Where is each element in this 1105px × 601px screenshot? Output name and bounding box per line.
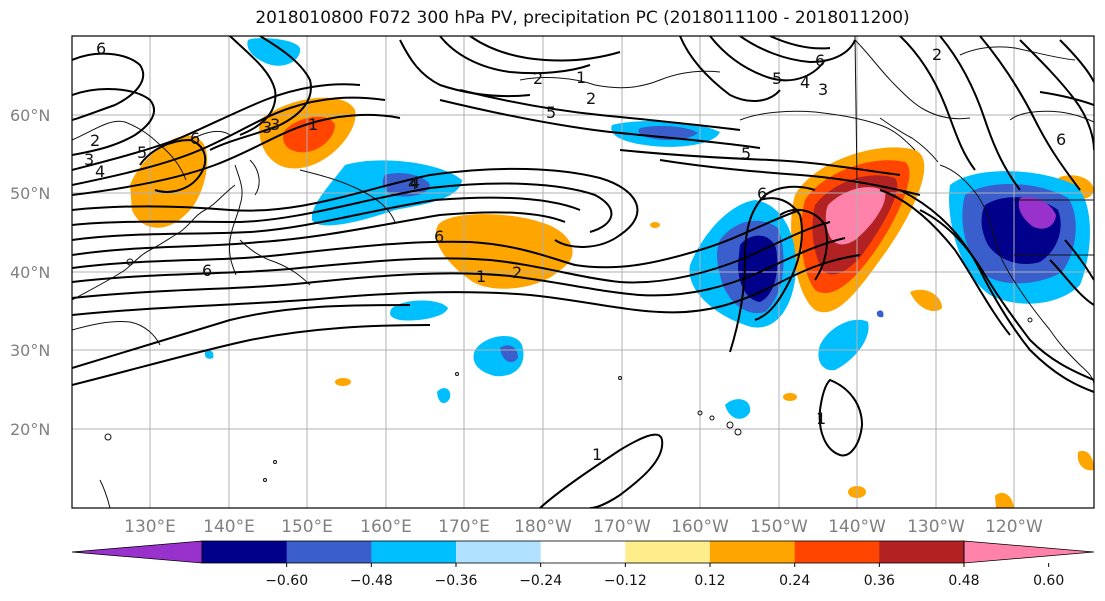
precip-shading	[130, 38, 1094, 508]
colorbar-tick-label: 0.12	[694, 573, 725, 589]
colorbar-tick-label: 0.48	[948, 573, 979, 589]
colorbar-tick-label: 0.36	[864, 573, 895, 589]
lon-label: 160°W	[671, 517, 729, 537]
map-title: 2018010800 F072 300 hPa PV, precipitatio…	[255, 8, 910, 28]
colorbar-tick-label: −0.24	[519, 573, 562, 589]
contour-label: 6	[434, 227, 444, 246]
colorbar-segment	[540, 541, 626, 563]
contour-label: 1	[592, 445, 602, 464]
colorbar-segment	[710, 541, 796, 563]
lon-label: 140°E	[203, 517, 255, 537]
pv-contours	[72, 36, 1094, 508]
precip-negative-region	[500, 345, 518, 363]
colorbar-tick-label: −0.48	[350, 573, 393, 589]
contour-label: 6	[815, 51, 825, 70]
lat-label: 40°N	[10, 263, 50, 282]
colorbar-segment	[286, 541, 372, 563]
lon-label: 160°E	[360, 517, 412, 537]
lat-label: 20°N	[10, 420, 50, 439]
lon-label: 150°E	[281, 517, 333, 537]
contour-label: 2	[512, 263, 522, 282]
precip-positive-region	[283, 116, 335, 153]
precip-negative-region	[876, 310, 884, 318]
contour-label: 3	[84, 150, 94, 169]
precip-negative-region	[437, 388, 451, 404]
contour-label: 1	[816, 409, 826, 428]
precip-positive-region	[910, 289, 942, 312]
colorbar-tick-label: −0.60	[265, 573, 308, 589]
colorbar-outline	[201, 540, 965, 564]
precip-positive-region	[783, 393, 797, 401]
contour-label: 4	[95, 162, 105, 181]
contour-label: 1	[308, 115, 318, 134]
colorbar-extension-low	[71, 540, 203, 564]
contour-label: 6	[757, 184, 767, 203]
contour-label: 5	[772, 69, 782, 88]
colorbar-tick-label: −0.36	[435, 573, 478, 589]
colorbar-extension-high	[963, 540, 1095, 564]
islands	[104, 258, 1033, 482]
precip-negative-region	[247, 38, 301, 66]
precip-positive-region	[130, 135, 208, 228]
lon-label: 140°W	[828, 517, 886, 537]
colorbar-segment	[879, 541, 965, 563]
contour-label: 6	[1056, 130, 1066, 149]
precip-negative-region	[204, 350, 214, 359]
lat-label: 30°N	[10, 341, 50, 360]
precip-positive-region	[995, 492, 1014, 508]
contour-label: 2	[932, 45, 942, 64]
contour-label: 3	[270, 115, 280, 134]
contour-label: 2	[533, 69, 543, 88]
precip-positive-region	[335, 378, 351, 386]
contour-label: 5	[741, 144, 751, 163]
colorbar: −0.60 −0.48 −0.36 −0.24 −0.12 0.12 0.24 0.36 0.4…	[71, 540, 1095, 589]
lat-label: 60°N	[10, 106, 50, 125]
colorbar-segment	[202, 541, 288, 563]
contour-label: 6	[190, 129, 200, 148]
precip-negative-region	[818, 319, 869, 371]
precip-negative-region	[725, 399, 751, 419]
contour-label: 4	[800, 73, 810, 92]
lon-label: 170°E	[438, 517, 490, 537]
lon-label: 120°W	[985, 517, 1043, 537]
colorbar-segment	[456, 541, 542, 563]
precip-negative-region	[738, 235, 778, 302]
contour-label: 5	[546, 103, 556, 122]
latitude-labels: 60°N 50°N 40°N 30°N 20°N	[10, 106, 50, 439]
colorbar-tick-label: 0.24	[779, 573, 810, 589]
contour-label: 6	[96, 39, 106, 58]
contour-label: 3	[818, 80, 828, 99]
lon-label: 170°W	[593, 517, 651, 537]
precip-negative-region	[1018, 196, 1056, 229]
contour-label: 2	[586, 89, 596, 108]
lon-label: 130°E	[124, 517, 176, 537]
lon-label: 180°W	[514, 517, 572, 537]
lon-label: 150°W	[750, 517, 808, 537]
contour-label: 6	[202, 261, 212, 280]
precip-positive-region	[1077, 450, 1094, 471]
contour-label: 4	[408, 174, 418, 193]
contour-label: 2	[90, 131, 100, 150]
contour-label: 1	[576, 68, 586, 87]
contour-label: 5	[137, 143, 147, 162]
colorbar-segment	[794, 541, 880, 563]
contour-label: 1	[476, 267, 486, 286]
map-frame	[71, 35, 1095, 509]
precip-positive-region	[650, 222, 660, 228]
contour-label: 3	[262, 118, 272, 137]
colorbar-tick-label: 0.60	[1033, 573, 1064, 589]
colorbar-tick-label: −0.12	[604, 573, 647, 589]
contour-label: 4	[410, 173, 420, 192]
longitude-labels: 130°E 140°E 150°E 160°E 170°E 180°W 170°…	[124, 517, 1043, 537]
lon-label: 130°W	[907, 517, 965, 537]
precip-positive-region	[825, 187, 886, 245]
colorbar-segment	[625, 541, 711, 563]
lat-label: 50°N	[10, 184, 50, 203]
contour-labels: 6 5 4 3 2 1 1 2 3 4 5 6 6 5 4 3 2 6 5 1 …	[84, 39, 1066, 464]
colorbar-segment	[371, 541, 457, 563]
precip-positive-region	[435, 214, 573, 289]
